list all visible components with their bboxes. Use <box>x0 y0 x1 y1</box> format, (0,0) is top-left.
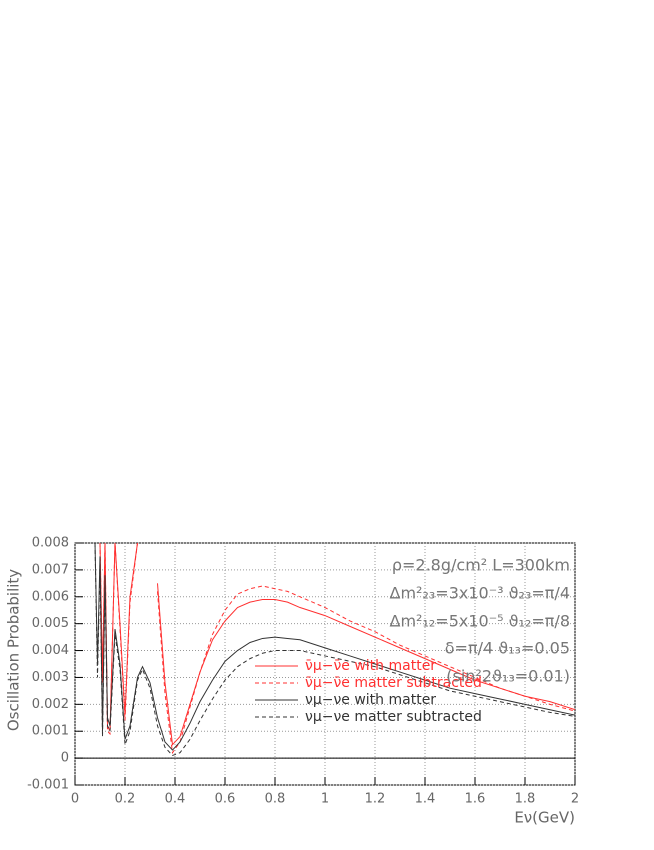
legend-label: νμ−νe matter subtracted <box>305 709 482 725</box>
x-tick-label: 0.2 <box>115 792 136 807</box>
x-tick-label: 0.6 <box>215 792 236 807</box>
annotation: (sin²2ϑ₁₃=0.01) <box>446 667 570 686</box>
annotation: Δm²₁₂=5x10⁻⁵ ϑ₁₂=π/8 <box>390 612 570 631</box>
y-tick-label: 0.001 <box>32 724 69 739</box>
x-axis-label: Eν(GeV) <box>514 809 575 827</box>
y-tick-label: -0.001 <box>27 778 69 793</box>
x-tick-label: 2 <box>571 792 579 807</box>
x-tick-label: 1.2 <box>365 792 386 807</box>
x-tick-label: 0.8 <box>265 792 286 807</box>
x-tick-label: 1.4 <box>415 792 436 807</box>
x-tick-label: 1.6 <box>465 792 486 807</box>
y-tick-label: 0.003 <box>32 670 69 685</box>
plot-area <box>94 543 575 757</box>
y-tick-label: 0.008 <box>32 536 69 551</box>
x-tick-label: 1.8 <box>515 792 536 807</box>
y-tick-label: 0 <box>61 751 69 766</box>
x-tick-label: 1 <box>321 792 329 807</box>
y-axis-label: Oscillation Probability <box>5 569 23 731</box>
y-tick-label: 0.006 <box>32 589 69 604</box>
y-tick-label: 0.004 <box>32 643 69 658</box>
annotation: Δm²₂₃=3x10⁻³ ϑ₂₃=π/4 <box>390 584 570 603</box>
legend-label: νμ−νe with matter <box>305 692 436 708</box>
annotation: δ=π/4 ϑ₁₃=0.05 <box>445 639 570 658</box>
y-tick-label: 0.007 <box>32 562 69 577</box>
y-tick-label: 0.002 <box>32 697 69 712</box>
x-tick-label: 0 <box>71 792 79 807</box>
line-series <box>99 543 575 755</box>
legend-label: ν̄μ−ν̄e with matter <box>305 658 436 674</box>
y-tick-label: 0.005 <box>32 616 69 631</box>
legend-label: ν̄μ−ν̄e matter subtracted <box>305 675 482 691</box>
annotation: ρ=2.8g/cm² L=300km <box>392 556 570 575</box>
x-tick-label: 0.4 <box>165 792 186 807</box>
